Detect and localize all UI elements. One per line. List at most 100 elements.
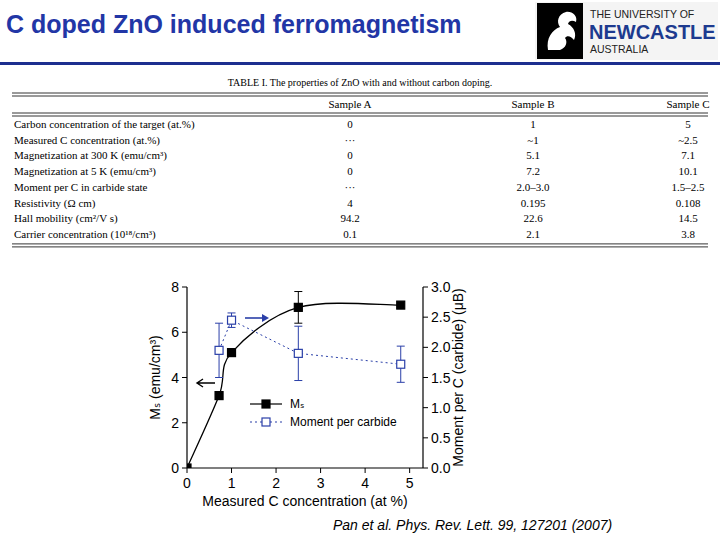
error-bar-cap	[215, 323, 223, 324]
y-tick-label: 2	[171, 415, 179, 431]
logo-horse	[548, 12, 577, 50]
x-tick-label: 1	[228, 475, 236, 491]
x-tick	[365, 468, 366, 473]
header-rule	[0, 62, 720, 65]
table-cell: Hall mobility (cm²/V s)	[14, 212, 118, 225]
table-rule	[12, 116, 708, 117]
table-cell: 5	[685, 118, 691, 130]
table-cell: 0.108	[676, 197, 701, 209]
chart: 012345024680.00.51.01.52.02.53.0Measured…	[147, 279, 466, 509]
error-bar-cap	[228, 327, 236, 328]
table-cell: 0.1	[343, 228, 357, 240]
y2-tick-label: 0.5	[431, 430, 451, 446]
legend-marker	[262, 400, 270, 408]
table-cell: 5.1	[526, 149, 540, 161]
table-cell: 10.1	[678, 165, 697, 177]
table-cell: Carrier concentration (10¹⁸/cm³)	[14, 228, 156, 241]
error-bar-cap	[294, 326, 302, 327]
x-tick-label: 0	[183, 475, 191, 491]
table-cell: Moment per C in carbide state	[14, 181, 148, 193]
error-bar-cap	[294, 291, 302, 292]
series-line	[219, 320, 401, 364]
table-cell: 4	[347, 197, 353, 209]
y-tick	[182, 287, 187, 288]
y-tick	[182, 468, 187, 469]
x-tick	[187, 468, 188, 473]
error-bar-cap	[294, 380, 302, 381]
y-axis-label: Mₛ (emu/cm³)	[147, 335, 163, 420]
table-cell: 22.6	[523, 212, 543, 224]
error-bar-cap	[397, 346, 405, 347]
legend-label: Mₛ	[290, 397, 304, 411]
data-point	[294, 349, 302, 357]
table-cell: 0	[347, 149, 353, 161]
table-cell: Measured C concentration (at.%)	[14, 134, 160, 147]
table-caption: TABLE I. The properties of ZnO with and …	[228, 77, 493, 88]
data-point	[294, 303, 302, 311]
legend: Mₛ Moment per carbide	[250, 397, 397, 429]
error-bar	[215, 323, 223, 377]
table-cell: 2.1	[526, 228, 540, 240]
error-bar-cap	[397, 382, 405, 383]
slide-title: C doped ZnO induced ferromagnetism	[6, 10, 462, 38]
x-tick	[231, 468, 232, 473]
error-bar	[294, 326, 302, 380]
table-rule	[12, 246, 708, 247]
x-tick-label: 2	[272, 475, 280, 491]
table-cell: 2.0–3.0	[517, 181, 551, 193]
background	[0, 0, 720, 540]
table-header: Sample C	[666, 98, 709, 110]
plot-data	[187, 292, 405, 468]
logo-crest	[537, 3, 583, 59]
table-cell: Resistivity (Ω cm)	[14, 197, 96, 210]
data-point	[397, 301, 405, 309]
table-rule	[12, 93, 708, 94]
y-tick	[182, 332, 187, 333]
y-tick-label: 0	[171, 460, 179, 476]
y2-tick-label: 0.0	[431, 460, 451, 476]
x-tick-label: 4	[361, 475, 369, 491]
table-header: Sample B	[511, 98, 554, 110]
error-bar-cap	[294, 323, 302, 324]
data-point	[215, 392, 223, 400]
y2-tick	[423, 468, 428, 469]
table-cell: ~1	[527, 134, 538, 146]
data-point	[397, 360, 405, 368]
table-cell: 0	[347, 118, 353, 130]
table-cell: ···	[345, 181, 356, 193]
y-tick-label: 6	[171, 324, 179, 340]
table-cell: ~2.5	[678, 134, 698, 146]
error-bar-cap	[228, 312, 236, 313]
x-tick-label: 5	[406, 475, 414, 491]
y2-tick-label: 2.0	[431, 339, 451, 355]
table-header: Sample A	[328, 98, 371, 110]
error-bar-cap	[215, 377, 223, 378]
citation: Pan et al. Phys. Rev. Lett. 99, 127201 (…	[333, 517, 612, 533]
table-cell: 94.2	[340, 212, 359, 224]
table-cell: 7.2	[526, 165, 540, 177]
table-cell: 7.1	[681, 149, 695, 161]
data-point	[215, 346, 223, 354]
table-cell: Carbon concentration of the target (at.%…	[14, 118, 195, 131]
x-tick-label: 3	[317, 475, 325, 491]
y2-tick	[423, 287, 428, 288]
table-cell: Magnetization at 5 K (emu/cm³)	[14, 165, 156, 178]
data-point	[187, 464, 191, 468]
axis-arrow-head	[262, 314, 269, 322]
table-rule	[12, 243, 708, 244]
y2-axis-label: Moment per C (carbide) (μB)	[450, 288, 466, 466]
table-cell: 14.5	[678, 212, 698, 224]
y2-tick	[423, 317, 428, 318]
x-axis-line	[187, 467, 423, 468]
legend-label: Moment per carbide	[290, 415, 397, 429]
y2-tick-label: 3.0	[431, 279, 451, 295]
error-bar	[228, 313, 236, 327]
logo-text: NEWCASTLE	[589, 21, 716, 43]
y2-tick-label: 1.5	[431, 370, 451, 386]
y-tick	[182, 422, 187, 423]
y-tick-label: 4	[171, 370, 179, 386]
table-cell: 3.8	[681, 228, 695, 240]
y2-tick	[423, 407, 428, 408]
data-point	[228, 316, 236, 324]
table: TABLE I. The properties of ZnO with and …	[12, 77, 710, 247]
